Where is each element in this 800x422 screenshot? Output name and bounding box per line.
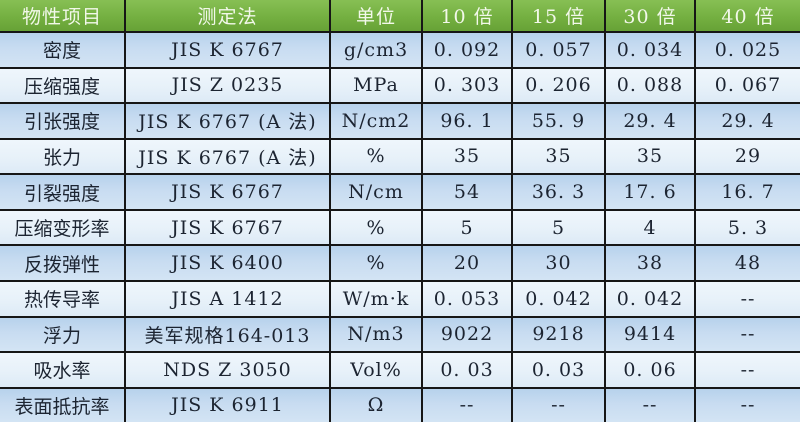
property-name-cell: 引张强度 [0, 102, 126, 140]
value-cell-10x: 96. 1 [421, 102, 513, 140]
property-name-cell: 热传导率 [0, 279, 126, 318]
value-cell-10x: 35 [421, 137, 513, 176]
test-method-cell: NDS Z 3050 [124, 351, 331, 389]
value-cell-30x: 9414 [604, 315, 696, 354]
value-cell-10x: 0. 092 [421, 31, 513, 69]
value-cell-15x: 55. 9 [511, 102, 606, 140]
value-cell-10x: 5 [421, 208, 513, 247]
table-row-compressive-strength: 压缩强度 JIS Z 0235 MPa 0. 303 0. 206 0. 088… [0, 66, 800, 105]
property-name-cell: 引裂强度 [0, 173, 126, 211]
value-cell-30x: 38 [604, 244, 696, 282]
value-cell-10x: 54 [421, 173, 513, 211]
value-cell-10x: 9022 [421, 315, 513, 354]
test-method-cell: JIS K 6767 (A 法) [124, 137, 331, 176]
table-row-density: 密度 JIS K 6767 g/cm3 0. 092 0. 057 0. 034… [0, 31, 800, 69]
col-header-unit: 单位 [329, 0, 423, 33]
value-cell-10x: 0. 03 [421, 351, 513, 389]
table-row-tensile-strength: 引张强度 JIS K 6767 (A 法) N/cm2 96. 1 55. 9 … [0, 102, 800, 140]
table-row-buoyancy: 浮力 美军规格164-013 N/m3 9022 9218 9414 -- [0, 315, 800, 354]
value-cell-30x: 35 [604, 137, 696, 176]
value-cell-30x: 29. 4 [604, 102, 696, 140]
property-name-cell: 密度 [0, 31, 126, 69]
value-cell-30x: 0. 06 [604, 351, 696, 389]
property-name-cell: 反拨弹性 [0, 244, 126, 282]
test-method-cell: JIS K 6400 [124, 244, 331, 282]
value-cell-30x: -- [604, 386, 696, 422]
unit-cell: % [329, 244, 423, 282]
table-row-rebound-resilience: 反拨弹性 JIS K 6400 % 20 30 38 48 [0, 244, 800, 282]
value-cell-30x: 4 [604, 208, 696, 247]
value-cell-40x: 16. 7 [694, 173, 800, 211]
value-cell-30x: 0. 088 [604, 66, 696, 105]
unit-cell: g/cm3 [329, 31, 423, 69]
test-method-cell: JIS K 6911 [124, 386, 331, 422]
test-method-cell: JIS A 1412 [124, 279, 331, 318]
value-cell-15x: 0. 206 [511, 66, 606, 105]
test-method-cell: JIS Z 0235 [124, 66, 331, 105]
col-header-property: 物性项目 [0, 0, 126, 33]
value-cell-10x: 20 [421, 244, 513, 282]
value-cell-40x: 29 [694, 137, 800, 176]
value-cell-15x: 0. 057 [511, 31, 606, 69]
property-name-cell: 压缩变形率 [0, 208, 126, 247]
property-name-cell: 表面抵抗率 [0, 386, 126, 422]
unit-cell: % [329, 208, 423, 247]
value-cell-40x: 48 [694, 244, 800, 282]
value-cell-10x: 0. 303 [421, 66, 513, 105]
test-method-cell: 美军规格164-013 [124, 315, 331, 354]
value-cell-15x: 35 [511, 137, 606, 176]
unit-cell: N/cm [329, 173, 423, 211]
table-row-tear-strength: 引裂强度 JIS K 6767 N/cm 54 36. 3 17. 6 16. … [0, 173, 800, 211]
table-row-compression-set: 压缩变形率 JIS K 6767 % 5 5 4 5. 3 [0, 208, 800, 247]
value-cell-15x: 9218 [511, 315, 606, 354]
property-name-cell: 张力 [0, 137, 126, 176]
value-cell-40x: 29. 4 [694, 102, 800, 140]
value-cell-40x: 0. 025 [694, 31, 800, 69]
value-cell-40x: -- [694, 386, 800, 422]
header-row: 物性项目 测定法 单位 10 倍 15 倍 30 倍 40 倍 [0, 0, 800, 33]
property-name-cell: 压缩强度 [0, 66, 126, 105]
value-cell-15x: 5 [511, 208, 606, 247]
unit-cell: N/m3 [329, 315, 423, 354]
value-cell-15x: 0. 042 [511, 279, 606, 318]
property-name-cell: 吸水率 [0, 351, 126, 389]
value-cell-40x: -- [694, 279, 800, 318]
value-cell-15x: 36. 3 [511, 173, 606, 211]
table-row-surface-resistivity: 表面抵抗率 JIS K 6911 Ω -- -- -- -- [0, 386, 800, 422]
table-row-thermal-conductivity: 热传导率 JIS A 1412 W/m·k 0. 053 0. 042 0. 0… [0, 279, 800, 318]
value-cell-40x: -- [694, 351, 800, 389]
unit-cell: Vol% [329, 351, 423, 389]
unit-cell: MPa [329, 66, 423, 105]
value-cell-40x: 0. 067 [694, 66, 800, 105]
col-header-40x: 40 倍 [694, 0, 800, 33]
value-cell-30x: 0. 034 [604, 31, 696, 69]
value-cell-10x: -- [421, 386, 513, 422]
unit-cell: % [329, 137, 423, 176]
value-cell-30x: 17. 6 [604, 173, 696, 211]
col-header-method: 测定法 [124, 0, 331, 33]
unit-cell: W/m·k [329, 279, 423, 318]
unit-cell: Ω [329, 386, 423, 422]
value-cell-40x: -- [694, 315, 800, 354]
value-cell-15x: 0. 03 [511, 351, 606, 389]
unit-cell: N/cm2 [329, 102, 423, 140]
table-row-elongation: 张力 JIS K 6767 (A 法) % 35 35 35 29 [0, 137, 800, 176]
test-method-cell: JIS K 6767 [124, 208, 331, 247]
test-method-cell: JIS K 6767 [124, 173, 331, 211]
value-cell-15x: -- [511, 386, 606, 422]
value-cell-40x: 5. 3 [694, 208, 800, 247]
value-cell-15x: 30 [511, 244, 606, 282]
property-name-cell: 浮力 [0, 315, 126, 354]
col-header-10x: 10 倍 [421, 0, 513, 33]
col-header-30x: 30 倍 [604, 0, 696, 33]
test-method-cell: JIS K 6767 [124, 31, 331, 69]
value-cell-10x: 0. 053 [421, 279, 513, 318]
table-row-water-absorption: 吸水率 NDS Z 3050 Vol% 0. 03 0. 03 0. 06 -- [0, 351, 800, 389]
col-header-15x: 15 倍 [511, 0, 606, 33]
test-method-cell: JIS K 6767 (A 法) [124, 102, 331, 140]
value-cell-30x: 0. 042 [604, 279, 696, 318]
